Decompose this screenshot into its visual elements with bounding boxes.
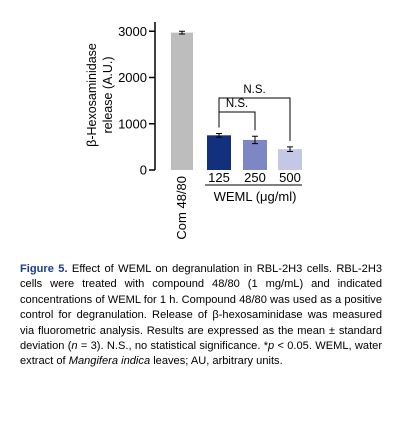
figure-caption: Figure 5. Effect of WEML on degranulatio…: [20, 262, 382, 370]
caption-species: Mangifera indica: [68, 355, 151, 368]
x-axis-label: WEML (μg/ml): [214, 189, 297, 204]
y-axis-ticks: 0 1000 2000 3000: [118, 24, 155, 178]
significance-bracket: [218, 111, 256, 131]
x-tick-label: 250: [244, 170, 266, 185]
bar: [171, 32, 193, 171]
bars-group: [171, 30, 302, 171]
bar-chart: β-Hexosaminidase release (A.U.) 0 1000 200…: [85, 22, 302, 240]
significance-annotations: N.S. N.S.: [218, 84, 291, 141]
caption-n: n: [71, 340, 78, 353]
significance-label: N.S.: [243, 84, 265, 96]
y-tick-label: 2000: [118, 70, 147, 85]
x-tick-label: 125: [208, 170, 230, 185]
caption-text-1: Effect of WEML on degranulation in RBL-2…: [20, 263, 383, 353]
caption-text-3: < 0.05. WEML, water extract of: [20, 340, 383, 368]
y-axis-label-line1: β-Hexosaminidase: [85, 43, 99, 147]
x-tick-label: 500: [279, 170, 301, 185]
significance-label: N.S.: [226, 98, 248, 110]
caption-text-2: = 3). N.S., no statistical significance.…: [77, 340, 269, 353]
caption-p: p: [268, 340, 275, 353]
significance-bracket: [218, 97, 291, 141]
caption-text-4: leaves; AU, arbitrary units.: [150, 355, 283, 368]
y-tick-label: 0: [140, 163, 147, 178]
y-tick-label: 1000: [118, 116, 147, 131]
y-axis-label-line2: release (A.U.): [101, 56, 115, 133]
y-tick-label: 3000: [118, 24, 147, 39]
bar: [278, 149, 302, 170]
x-tick-label: Com 48/80: [174, 176, 189, 240]
bar: [207, 135, 231, 170]
bar: [243, 139, 267, 170]
figure-label: Figure 5.: [20, 263, 68, 275]
x-tick-labels: Com 48/80 125 250 500: [174, 170, 301, 240]
